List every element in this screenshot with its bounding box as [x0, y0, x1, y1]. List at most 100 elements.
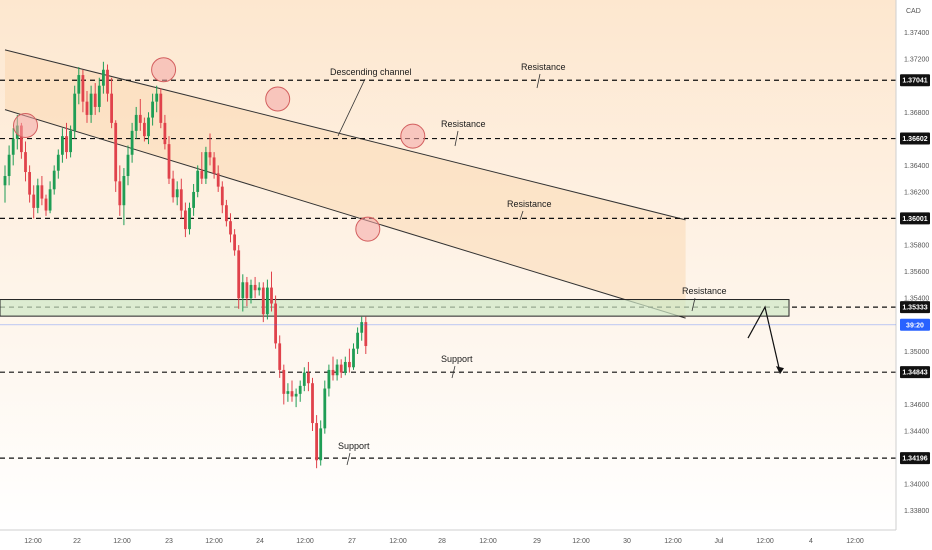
- candle-body: [216, 173, 220, 187]
- candle-body: [138, 114, 142, 123]
- candle-body: [167, 144, 171, 179]
- time-tick-label: 12:00: [846, 538, 864, 545]
- level-price-badge: [900, 132, 930, 145]
- time-tick-label: 12:00: [389, 538, 407, 545]
- candle-body: [302, 372, 306, 386]
- projection-path[interactable]: [747, 305, 781, 373]
- candle-body: [278, 343, 282, 370]
- candle-body: [97, 85, 101, 107]
- time-tick-label: 29: [533, 538, 541, 545]
- candle-body: [151, 101, 154, 118]
- candle-body: [110, 93, 113, 123]
- candle-body: [20, 125, 23, 153]
- annotation-pointer-6: [346, 452, 351, 466]
- time-tick-label: 28: [438, 538, 446, 545]
- level-price-badge: [900, 212, 930, 225]
- candle-body: [204, 152, 208, 179]
- candle-body: [331, 369, 335, 376]
- plot-background: [0, 0, 896, 530]
- touch-marker: [265, 86, 291, 112]
- resistance-zone[interactable]: [0, 299, 790, 317]
- time-tick-label: 12:00: [24, 538, 42, 545]
- candle-body: [356, 332, 359, 349]
- time-tick-label: 12:00: [756, 538, 774, 545]
- candle-body: [163, 122, 167, 145]
- time-tick-label: 30: [623, 538, 631, 545]
- annotation-label-5[interactable]: Support: [441, 354, 473, 364]
- candle-body: [233, 234, 236, 251]
- candle-body: [179, 189, 183, 211]
- annotation-label-6[interactable]: Support: [338, 441, 370, 451]
- candle-body: [134, 114, 138, 131]
- price-tick-label: 1.36800: [904, 110, 929, 117]
- candle-body: [171, 178, 175, 198]
- candle-body: [196, 170, 200, 192]
- candle-body: [81, 75, 85, 102]
- annotation-pointer-2: [454, 130, 459, 147]
- candle-body: [155, 93, 159, 102]
- candle-body: [229, 221, 232, 235]
- channel-upper-line[interactable]: [4, 49, 686, 221]
- candle-body: [360, 322, 364, 333]
- candle-body: [352, 348, 355, 368]
- time-tick-label: 24: [256, 538, 264, 545]
- level-price-badge: [900, 74, 930, 87]
- candle-body: [24, 152, 27, 173]
- candle-body: [77, 75, 81, 94]
- annotation-pointer-5: [451, 365, 456, 379]
- candle-body: [56, 154, 60, 171]
- candle-body: [212, 157, 216, 174]
- candle-body: [319, 428, 323, 461]
- candle-body: [147, 117, 150, 137]
- time-tick-label: 23: [165, 538, 173, 545]
- candle-body: [32, 194, 36, 208]
- touch-marker: [13, 113, 38, 139]
- candle-body: [290, 391, 294, 397]
- candle-body: [126, 154, 130, 177]
- candle-body: [188, 207, 191, 230]
- touch-marker: [355, 216, 381, 242]
- candle-body: [220, 186, 224, 206]
- candle-body: [48, 189, 52, 211]
- price-tick-label: 1.36200: [904, 189, 929, 196]
- projection-arrowhead: [776, 366, 784, 375]
- annotation-label-3[interactable]: Resistance: [507, 199, 552, 209]
- candle-body: [249, 284, 253, 299]
- level-price-badge: [900, 301, 930, 314]
- candle-body: [208, 152, 212, 158]
- level-price-text: 1.35333: [902, 305, 927, 312]
- annotation-pointer-0: [337, 78, 366, 137]
- channel-fill: [5, 49, 686, 319]
- level-price-badge: [900, 452, 930, 465]
- candle-body: [315, 423, 318, 461]
- level-price-badge: [900, 366, 930, 379]
- annotation-label-2[interactable]: Resistance: [441, 119, 486, 129]
- level-price-text: 1.34196: [902, 456, 927, 463]
- annotation-label-1[interactable]: Resistance: [521, 62, 566, 72]
- time-axis-panel[interactable]: [0, 530, 896, 550]
- price-tick-label: 1.34400: [904, 429, 929, 436]
- price-tick-label: 1.35600: [904, 269, 929, 276]
- candle-body: [7, 154, 11, 177]
- annotation-label-4[interactable]: Resistance: [682, 286, 727, 296]
- annotation-label-0[interactable]: Descending channel: [330, 67, 412, 77]
- time-tick-label: 12:00: [113, 538, 131, 545]
- candle-body: [28, 172, 31, 195]
- candle-body: [106, 69, 109, 94]
- candle-body: [200, 170, 204, 179]
- candle-body: [73, 93, 77, 131]
- level-price-text: 1.34843: [902, 370, 927, 377]
- current-price-text: 39:20: [906, 322, 924, 329]
- price-tick-label: 1.34600: [904, 402, 929, 409]
- candle-body: [335, 364, 339, 376]
- channel-lower-line[interactable]: [4, 109, 686, 319]
- touch-marker: [151, 57, 177, 83]
- touch-marker: [400, 123, 426, 149]
- candle-body: [3, 176, 7, 186]
- candle-body: [257, 287, 261, 291]
- candle-body: [175, 189, 179, 198]
- candle-body: [364, 322, 368, 347]
- candle-body: [339, 364, 343, 373]
